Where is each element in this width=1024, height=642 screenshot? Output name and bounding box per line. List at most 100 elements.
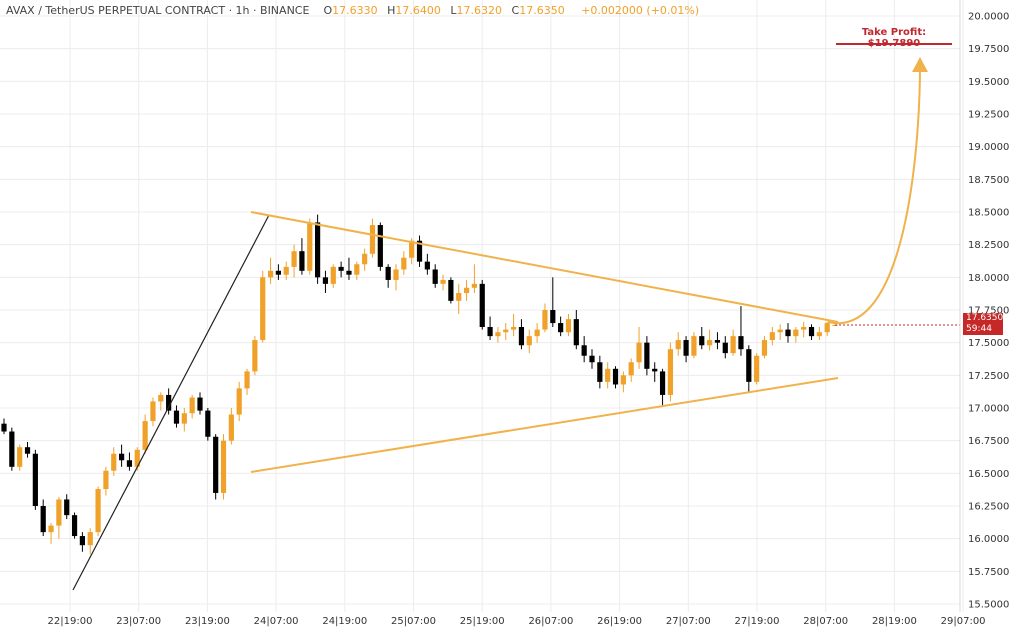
candle-body [330, 266, 336, 284]
y-tick-label: 17.0000 [968, 404, 1009, 415]
candle-body [456, 293, 462, 301]
time-axis[interactable]: 22|19:00 23|07:00 23|19:00 24|07:00 24|19:00… [48, 616, 986, 627]
candle-body [824, 323, 830, 333]
x-tick-label: 24|19:00 [322, 616, 367, 627]
take-profit-label[interactable]: Take Profit: $19.7890 [836, 27, 952, 49]
grid-lines [0, 0, 964, 612]
candle-body [315, 222, 321, 278]
y-tick-label: 18.7500 [968, 175, 1009, 186]
x-tick-label: 29|07:00 [941, 616, 986, 627]
candle-body [801, 326, 807, 330]
candle-body [550, 310, 556, 324]
candle-body [158, 394, 164, 402]
candle-body [589, 355, 595, 363]
legend-header: AVAX / TetherUS PERPETUAL CONTRACT · 1h … [6, 4, 699, 20]
candle-body [699, 336, 705, 346]
candle-body [166, 394, 172, 411]
candle-body [503, 329, 509, 333]
price-axis[interactable]: 15.5000 15.7500 16.0000 16.2500 16.5000 16.75… [968, 12, 1009, 611]
close-value: 17.6350 [519, 4, 565, 17]
candle-body [24, 447, 31, 454]
candle-body [534, 329, 540, 337]
x-tick-label: 25|07:00 [391, 616, 436, 627]
candle-body [369, 225, 376, 254]
symbol-label[interactable]: AVAX / TetherUS PERPETUAL CONTRACT · 1h … [6, 4, 310, 17]
candle-body [150, 401, 156, 422]
y-tick-label: 15.7500 [968, 567, 1009, 578]
candle-body [659, 371, 666, 395]
y-tick-label: 19.7500 [968, 44, 1009, 55]
triangle-lower-trendline[interactable] [250, 377, 839, 473]
candle-body [793, 329, 799, 337]
candle-body [581, 345, 587, 356]
close-label: C [511, 4, 520, 17]
x-tick-label: 23|19:00 [185, 616, 230, 627]
x-tick-label: 25|19:00 [460, 616, 505, 627]
candle-body [267, 270, 274, 278]
candle-body [565, 319, 572, 333]
candle-body [40, 506, 46, 533]
candle-body [785, 329, 791, 337]
y-tick-label: 18.2500 [968, 240, 1009, 251]
candle-body [495, 332, 501, 337]
candle-body [691, 336, 697, 356]
candle-body [440, 279, 446, 284]
candle-body [393, 269, 399, 280]
candle-body [17, 447, 23, 467]
y-tick-label: 16.7500 [968, 436, 1009, 447]
y-tick-label: 19.0000 [968, 142, 1009, 153]
candle-body [173, 410, 180, 424]
candle-body [558, 323, 564, 333]
current-price-badge: 17.6350 59:44 [963, 313, 1003, 335]
candle-body [628, 362, 634, 376]
candle-body [612, 368, 619, 385]
candle-body [401, 257, 407, 270]
candle-body [707, 340, 713, 346]
candle-body [95, 489, 101, 533]
candle-body [48, 525, 54, 533]
y-tick-label: 20.0000 [968, 12, 1009, 23]
candle-body [652, 368, 658, 372]
candle-body [142, 421, 148, 450]
x-tick-label: 28|19:00 [872, 616, 917, 627]
low-value: 17.6320 [456, 4, 503, 17]
projection-curve[interactable] [827, 64, 921, 325]
candle-body [808, 326, 815, 337]
y-tick-label: 18.5000 [968, 208, 1009, 219]
candle-body [487, 326, 493, 337]
bar-countdown: 59:44 [966, 324, 992, 334]
candle-body [362, 253, 368, 265]
candle-body [181, 413, 187, 424]
candle-body [71, 515, 78, 537]
candle-body [644, 342, 650, 369]
candle-body [220, 440, 227, 493]
y-tick-label: 16.5000 [968, 469, 1009, 480]
open-value: 17.6330 [332, 4, 378, 17]
x-tick-label: 26|19:00 [597, 616, 642, 627]
x-tick-label: 24|07:00 [254, 616, 299, 627]
projection-arrowhead [912, 57, 928, 72]
candle-body [683, 340, 689, 356]
x-tick-label: 23|07:00 [116, 616, 161, 627]
triangle-upper-trendline[interactable] [250, 211, 839, 323]
y-tick-label: 17.2500 [968, 371, 1009, 382]
y-tick-label: 16.2500 [968, 502, 1009, 513]
candle-body [597, 362, 603, 382]
candle-body [816, 332, 822, 337]
y-tick-label: 18.0000 [968, 273, 1009, 284]
candle-body [32, 453, 38, 506]
candle-body [675, 340, 681, 350]
candle-body [79, 536, 85, 546]
x-tick-label: 27|07:00 [666, 616, 711, 627]
y-tick-label: 16.0000 [968, 534, 1009, 545]
y-tick-label: 19.2500 [968, 110, 1009, 121]
candle-body [236, 388, 242, 415]
candle-body [769, 332, 775, 341]
candle-body [197, 397, 203, 411]
candle-body [126, 460, 133, 467]
y-tick-label: 19.5000 [968, 77, 1009, 88]
candle-body [761, 340, 768, 356]
candle-body [416, 240, 423, 262]
candle-body [64, 499, 70, 516]
